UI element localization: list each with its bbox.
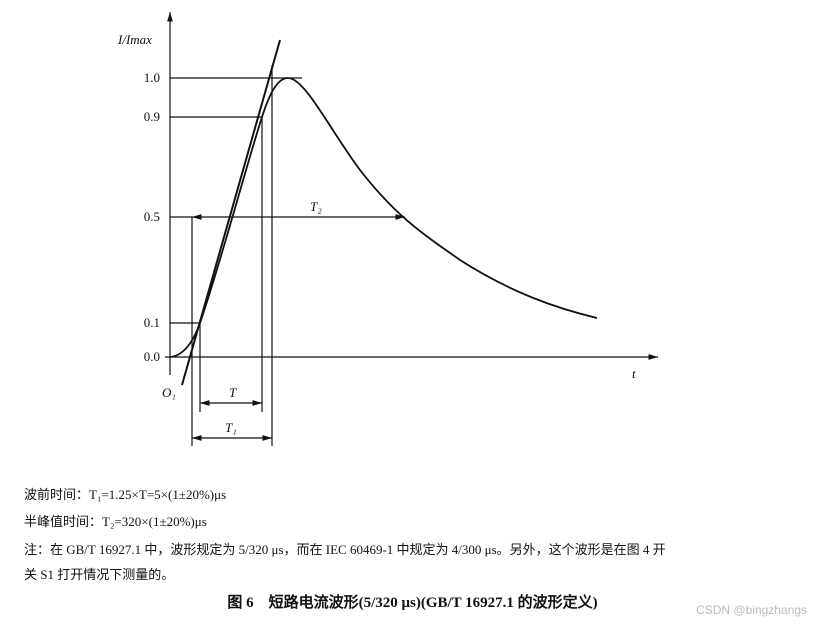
note-line: 波前时间：T₁=1.25×T=5×(1±20%)μs — [24, 487, 227, 502]
y-axis-label: I/Imax — [117, 32, 152, 47]
interval-label: T₁ — [225, 420, 237, 435]
origin-label: O₁ — [162, 385, 176, 400]
interval-label: T₂ — [310, 199, 322, 214]
y-tick-label: 0.9 — [144, 109, 160, 124]
waveform-curve — [169, 77, 598, 358]
x-axis-label: t — [632, 366, 636, 381]
y-tick-label: 0.0 — [144, 349, 160, 364]
y-tick-label: 0.5 — [144, 209, 160, 224]
caption: 图 6 短路电流波形(5/320 μs)(GB/T 16927.1 的波形定义) — [227, 595, 598, 611]
y-tick-label: 0.1 — [144, 315, 160, 330]
y-tick-label: 1.0 — [144, 70, 160, 85]
watermark: CSDN @bingzhangs — [696, 603, 807, 617]
note-line: 关 S1 打开情况下测量的。 — [24, 567, 175, 582]
note-line: 注：在 GB/T 16927.1 中，波形规定为 5/320 μs，而在 IEC… — [24, 542, 666, 557]
interval-label: T — [229, 385, 237, 400]
waveform-figure: I/Imax t O₁ 1.0 0.9 0.5 0.1 0.0 T T₁ T₂ — [117, 12, 658, 446]
note-line: 半峰值时间：T₂=320×(1±20%)μs — [24, 514, 207, 529]
